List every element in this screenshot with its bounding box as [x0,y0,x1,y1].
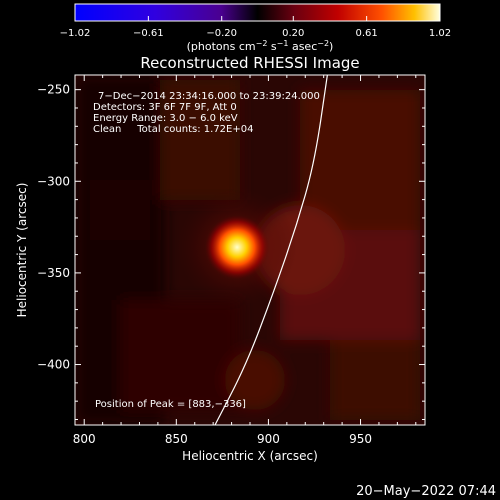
heatmap-texture [75,75,420,425]
annotation-block: 7−Dec−2014 23:34:16.000 to 23:39:24.000 … [93,91,320,135]
x-axis-label: Heliocentric X (arcsec) [182,449,318,463]
colorbar: −1.02 −0.61 −0.20 0.20 0.61 1.02 (photons cm−… [60,3,451,53]
colorbar-tick-label: 0.61 [356,28,378,39]
y-tick-label: −350 [37,266,70,280]
colorbar-tick-label: −0.61 [133,28,164,39]
colorbar-tick-label: 1.02 [429,28,451,39]
colorbar-tick-label: 0.20 [282,28,304,39]
y-tick-label: −250 [37,83,70,97]
x-tick-label: 850 [165,432,188,446]
chart-title: Reconstructed RHESSI Image [140,54,359,72]
annotation-energy-range: Energy Range: 3.0 − 6.0 keV [93,113,238,124]
annotation-clean-counts: Clean Total counts: 1.72E+04 [93,124,253,135]
x-tick-label: 900 [257,432,280,446]
y-axis-label: Heliocentric Y (arcsec) [15,183,29,318]
y-tick-label: −300 [37,174,70,188]
solar-limb-line [214,75,328,425]
plot-area [75,75,425,425]
colorbar-tick-label: −1.02 [60,28,91,39]
y-tick-label: −400 [37,358,70,372]
footer-timestamp: 20−May−2022 07:44 [356,484,496,499]
x-tick-label: 950 [349,432,372,446]
annotation-time-range: 7−Dec−2014 23:34:16.000 to 23:39:24.000 [98,91,320,102]
colorbar-label: (photons cm−2 s−1 asec−2) [187,39,334,53]
flare-source [205,215,270,280]
axis-ticks: 800 850 900 950 −250 −300 −350 −400 [37,75,425,446]
colorbar-gradient [74,3,441,22]
x-tick-label: 800 [73,432,96,446]
colorbar-tick-label: −0.20 [206,28,237,39]
annotation-detectors: Detectors: 3F 6F 7F 9F, Att 0 [93,102,237,113]
peak-position-label: Position of Peak = [883,−336] [95,399,246,410]
